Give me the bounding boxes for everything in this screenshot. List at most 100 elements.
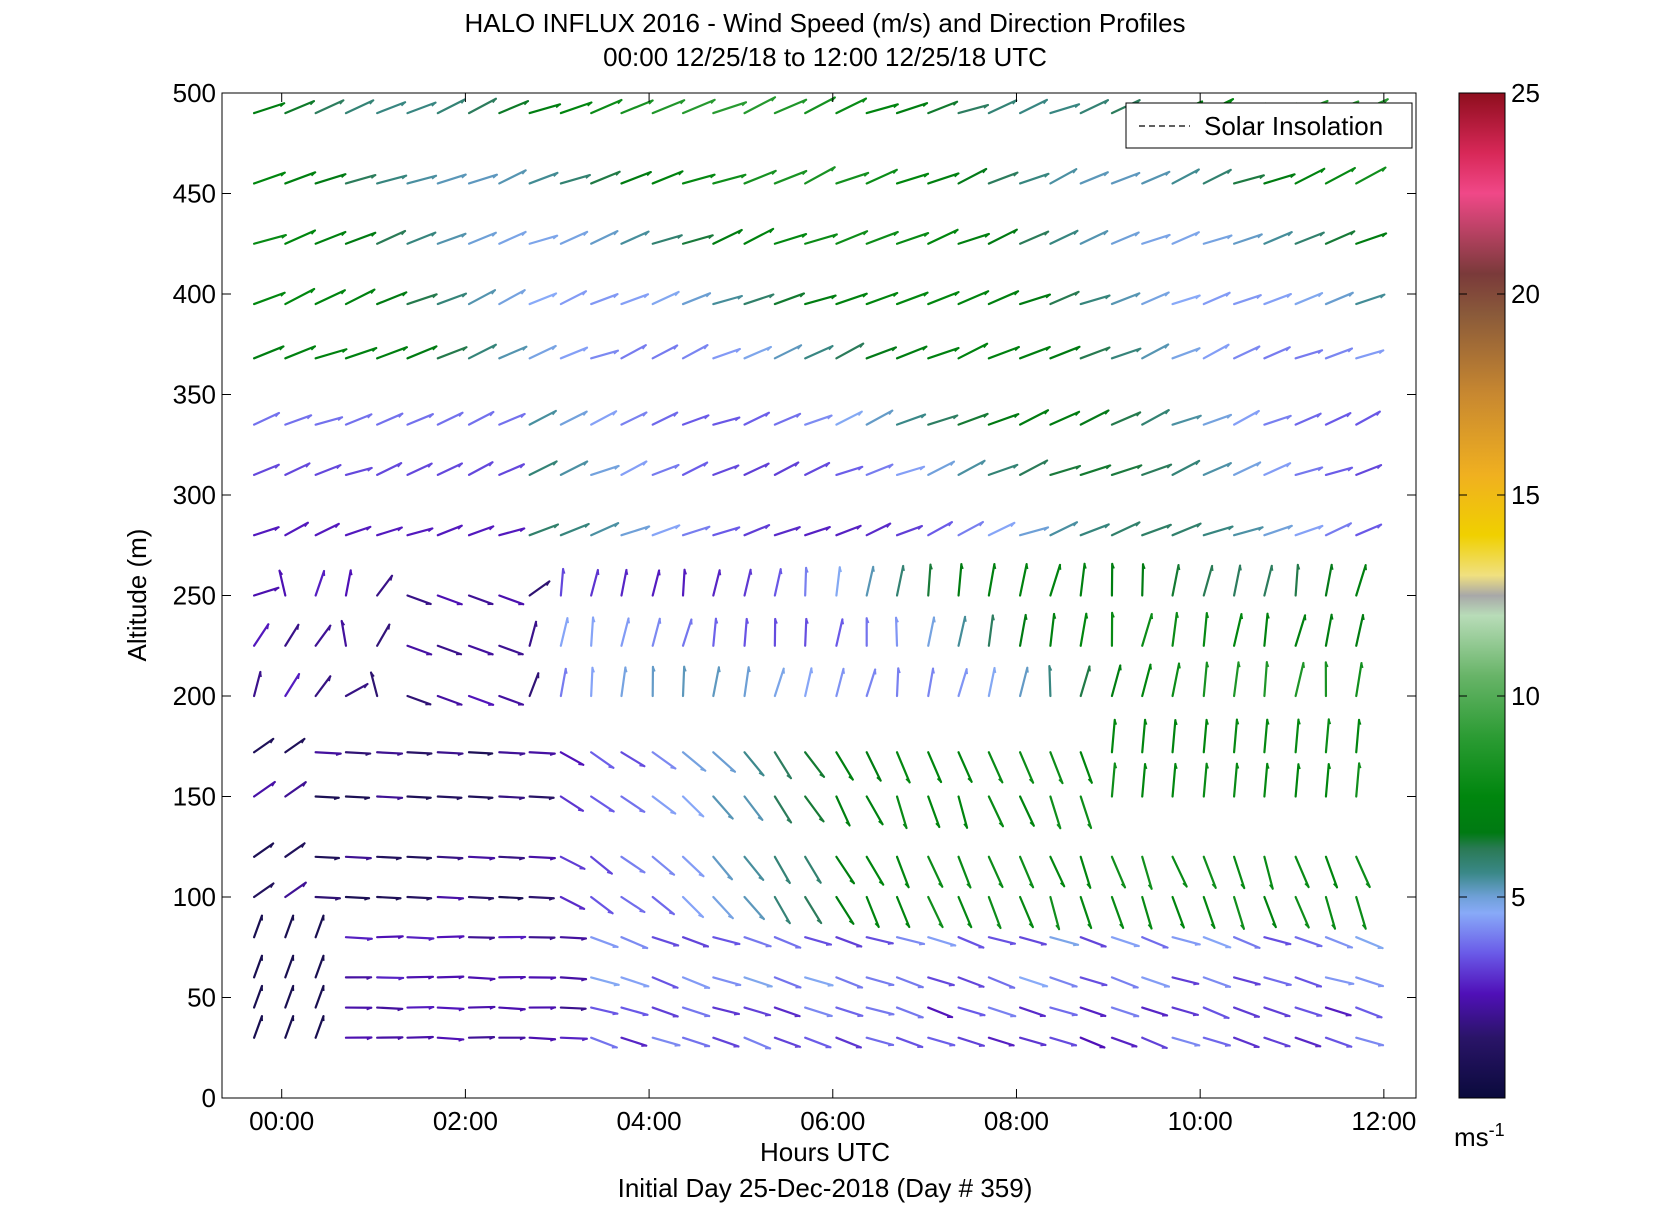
- wind-arrow: [590, 522, 620, 537]
- wind-arrow-shaft: [1018, 98, 1049, 115]
- wind-arrow: [651, 665, 656, 698]
- wind-arrow: [344, 99, 375, 115]
- wind-arrow-head: [274, 526, 280, 532]
- wind-arrow-shaft: [376, 1006, 404, 1010]
- wind-arrow-shaft: [436, 411, 464, 426]
- wind-arrow-shaft: [620, 666, 627, 698]
- wind-arrow-shaft: [1263, 292, 1292, 306]
- wind-arrow: [743, 795, 764, 821]
- wind-arrow-shaft: [957, 795, 969, 829]
- wind-arrow: [314, 569, 326, 597]
- wind-arrow-head: [546, 580, 551, 587]
- wind-arrow: [1263, 414, 1292, 426]
- wind-arrow: [1171, 611, 1179, 647]
- wind-arrow-head: [1318, 525, 1323, 530]
- wind-arrow-shaft: [1018, 666, 1029, 698]
- wind-arrow-head: [888, 464, 893, 469]
- wind-arrow: [1079, 976, 1108, 987]
- wind-arrow-head: [625, 569, 629, 575]
- wind-arrow-head: [275, 412, 280, 418]
- wind-arrow: [467, 795, 494, 801]
- wind-arrow-shaft: [804, 525, 831, 537]
- wind-arrow-shaft: [865, 976, 895, 987]
- wind-arrow: [1263, 292, 1292, 306]
- wind-arrow-shaft: [406, 855, 433, 860]
- wind-arrow-head: [1105, 346, 1111, 352]
- wind-arrow-head: [1304, 883, 1310, 888]
- wind-arrow: [895, 1036, 924, 1049]
- wind-arrow: [1171, 522, 1202, 537]
- wind-arrow-shaft: [712, 617, 718, 647]
- wind-arrow: [865, 1006, 895, 1016]
- wind-arrow: [620, 568, 629, 597]
- wind-arrow: [681, 1006, 711, 1018]
- wind-arrow-shaft: [559, 1036, 588, 1040]
- wind-arrow-head: [1266, 763, 1270, 769]
- wind-arrow: [1079, 230, 1109, 245]
- wind-arrow-shaft: [436, 855, 464, 860]
- wind-arrow-shaft: [1018, 459, 1049, 476]
- wind-arrow: [651, 936, 680, 947]
- wind-arrow: [927, 563, 933, 597]
- wind-arrow-shaft: [1263, 936, 1292, 946]
- wind-arrow: [1232, 612, 1244, 647]
- wind-arrow-head: [1014, 413, 1019, 419]
- wind-arrow: [590, 976, 620, 987]
- wind-arrow-shaft: [865, 522, 892, 537]
- wind-arrow: [1079, 1036, 1106, 1049]
- wind-arrow-head: [370, 174, 376, 179]
- wind-arrow: [1324, 855, 1339, 889]
- wind-arrow-head: [1164, 344, 1169, 349]
- wind-arrow: [252, 345, 285, 360]
- wind-arrow: [1232, 345, 1261, 360]
- wind-arrow-shaft: [712, 173, 747, 185]
- wind-arrow: [804, 855, 822, 884]
- wind-arrow: [406, 795, 432, 801]
- wind-arrow-head: [1174, 763, 1178, 770]
- wind-arrow-shaft: [865, 409, 894, 426]
- wind-arrow-shaft: [620, 525, 651, 537]
- wind-arrow: [804, 936, 833, 946]
- wind-arrow-head: [397, 935, 404, 940]
- wind-arrow-head: [297, 673, 300, 680]
- wind-arrow-shaft: [620, 976, 650, 988]
- wind-arrow: [1355, 293, 1386, 306]
- wind-arrow-shaft: [743, 666, 750, 698]
- wind-arrow-shaft: [895, 1036, 924, 1049]
- wind-arrow-shaft: [1171, 168, 1200, 185]
- wind-arrow: [987, 99, 1018, 115]
- wind-arrow: [681, 1036, 711, 1048]
- wind-arrow-head: [1331, 924, 1336, 930]
- wind-arrow-head: [519, 527, 525, 533]
- wind-arrow-head: [606, 871, 613, 875]
- wind-arrow-head: [587, 101, 592, 107]
- wind-arrow-shaft: [1324, 563, 1333, 597]
- wind-arrow-head: [904, 883, 910, 888]
- wind-arrow-shaft: [1079, 895, 1093, 930]
- wind-arrow: [376, 574, 394, 597]
- wind-arrow: [1294, 1036, 1322, 1048]
- wind-arrow-shaft: [865, 346, 898, 360]
- wind-arrow-shaft: [559, 936, 588, 940]
- wind-arrow-shaft: [1355, 410, 1381, 426]
- wind-arrow-shaft: [957, 895, 973, 929]
- wind-arrow: [620, 855, 646, 874]
- wind-arrow-shaft: [344, 895, 371, 900]
- wind-arrow-head: [1058, 778, 1064, 784]
- wind-arrow-head: [1010, 522, 1015, 528]
- wind-arrow-head: [522, 346, 527, 351]
- wind-arrow-head: [848, 920, 854, 925]
- wind-arrow-head: [310, 229, 316, 235]
- wind-arrow: [436, 346, 468, 360]
- wind-arrow-shaft: [314, 1015, 325, 1039]
- wind-arrow: [467, 895, 495, 901]
- wind-arrow: [835, 230, 869, 245]
- wind-arrow-shaft: [1294, 1006, 1323, 1017]
- wind-arrow-head: [367, 413, 372, 419]
- wind-arrow-head: [922, 346, 927, 351]
- wind-arrow: [436, 462, 464, 476]
- wind-arrow-head: [491, 232, 497, 237]
- wind-arrow: [314, 675, 332, 698]
- wind-arrow: [1324, 347, 1354, 360]
- wind-arrow: [590, 568, 600, 597]
